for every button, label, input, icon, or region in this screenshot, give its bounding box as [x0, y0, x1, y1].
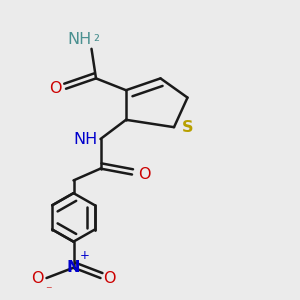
Text: O: O: [31, 271, 44, 286]
Text: S: S: [182, 120, 193, 135]
Text: O: O: [49, 81, 61, 96]
Text: NH: NH: [67, 32, 92, 47]
Text: ₂: ₂: [93, 29, 99, 44]
Text: O: O: [138, 167, 151, 182]
Text: +: +: [80, 249, 90, 262]
Text: N: N: [67, 260, 80, 275]
Text: ⁻: ⁻: [45, 284, 51, 298]
Text: O: O: [103, 271, 116, 286]
Text: NH: NH: [73, 131, 98, 146]
